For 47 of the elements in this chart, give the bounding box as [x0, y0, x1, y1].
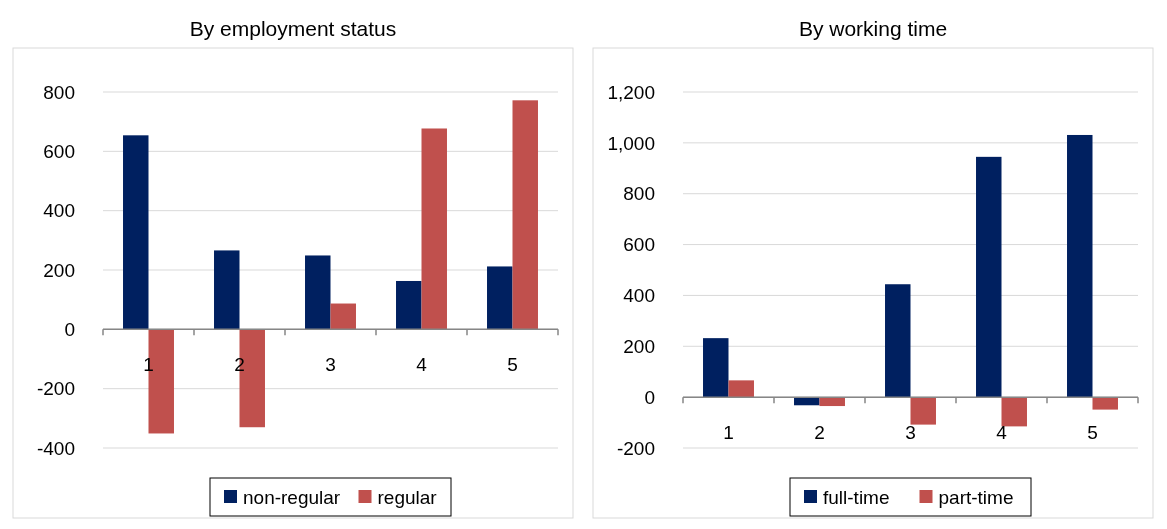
y-tick-label: 0	[644, 386, 655, 408]
y-tick-label: 0	[64, 318, 75, 340]
bar	[214, 250, 240, 330]
y-tick-label: -400	[36, 437, 75, 459]
y-tick-label: 200	[623, 335, 655, 357]
x-tick-label: 4	[416, 354, 428, 376]
bar	[1067, 134, 1093, 398]
chart-title: By employment status	[189, 17, 397, 40]
y-tick-label: 800	[43, 81, 75, 103]
bar	[1092, 397, 1118, 410]
x-tick-label: 5	[507, 354, 518, 376]
y-tick-label: -200	[36, 378, 75, 400]
legend-label: full-time	[823, 486, 890, 508]
bar	[421, 128, 447, 330]
y-tick-label: 1,200	[607, 81, 655, 103]
bar	[487, 266, 513, 330]
bar	[885, 284, 911, 398]
bar	[703, 338, 729, 398]
x-tick-label: 5	[1087, 422, 1098, 444]
y-tick-label: 400	[623, 285, 655, 307]
x-tick-label: 1	[723, 422, 734, 444]
y-tick-label: 600	[623, 234, 655, 256]
bar	[910, 397, 936, 425]
legend-label: non-regular	[243, 486, 341, 508]
x-tick-label: 1	[143, 354, 154, 376]
y-tick-label: 800	[623, 183, 655, 205]
x-tick-label: 3	[325, 354, 336, 376]
chart-title: By working time	[798, 17, 948, 40]
x-tick-label: 3	[905, 422, 916, 444]
legend-label: regular	[377, 486, 438, 508]
bar	[123, 135, 149, 330]
y-tick-label: -200	[616, 437, 655, 459]
bar	[976, 156, 1002, 398]
x-tick-label: 2	[234, 354, 245, 376]
x-tick-label: 2	[814, 422, 825, 444]
bar	[512, 100, 538, 330]
bar	[330, 303, 356, 330]
legend-label: part-time	[938, 486, 1014, 508]
y-tick-label: 1,000	[607, 132, 655, 154]
bar	[1001, 397, 1027, 427]
y-tick-label: 200	[43, 259, 75, 281]
bar	[305, 255, 331, 330]
bar	[396, 280, 422, 330]
y-tick-label: 600	[43, 140, 75, 162]
y-tick-label: 400	[43, 200, 75, 222]
bar	[728, 380, 754, 398]
x-tick-label: 4	[996, 422, 1008, 444]
